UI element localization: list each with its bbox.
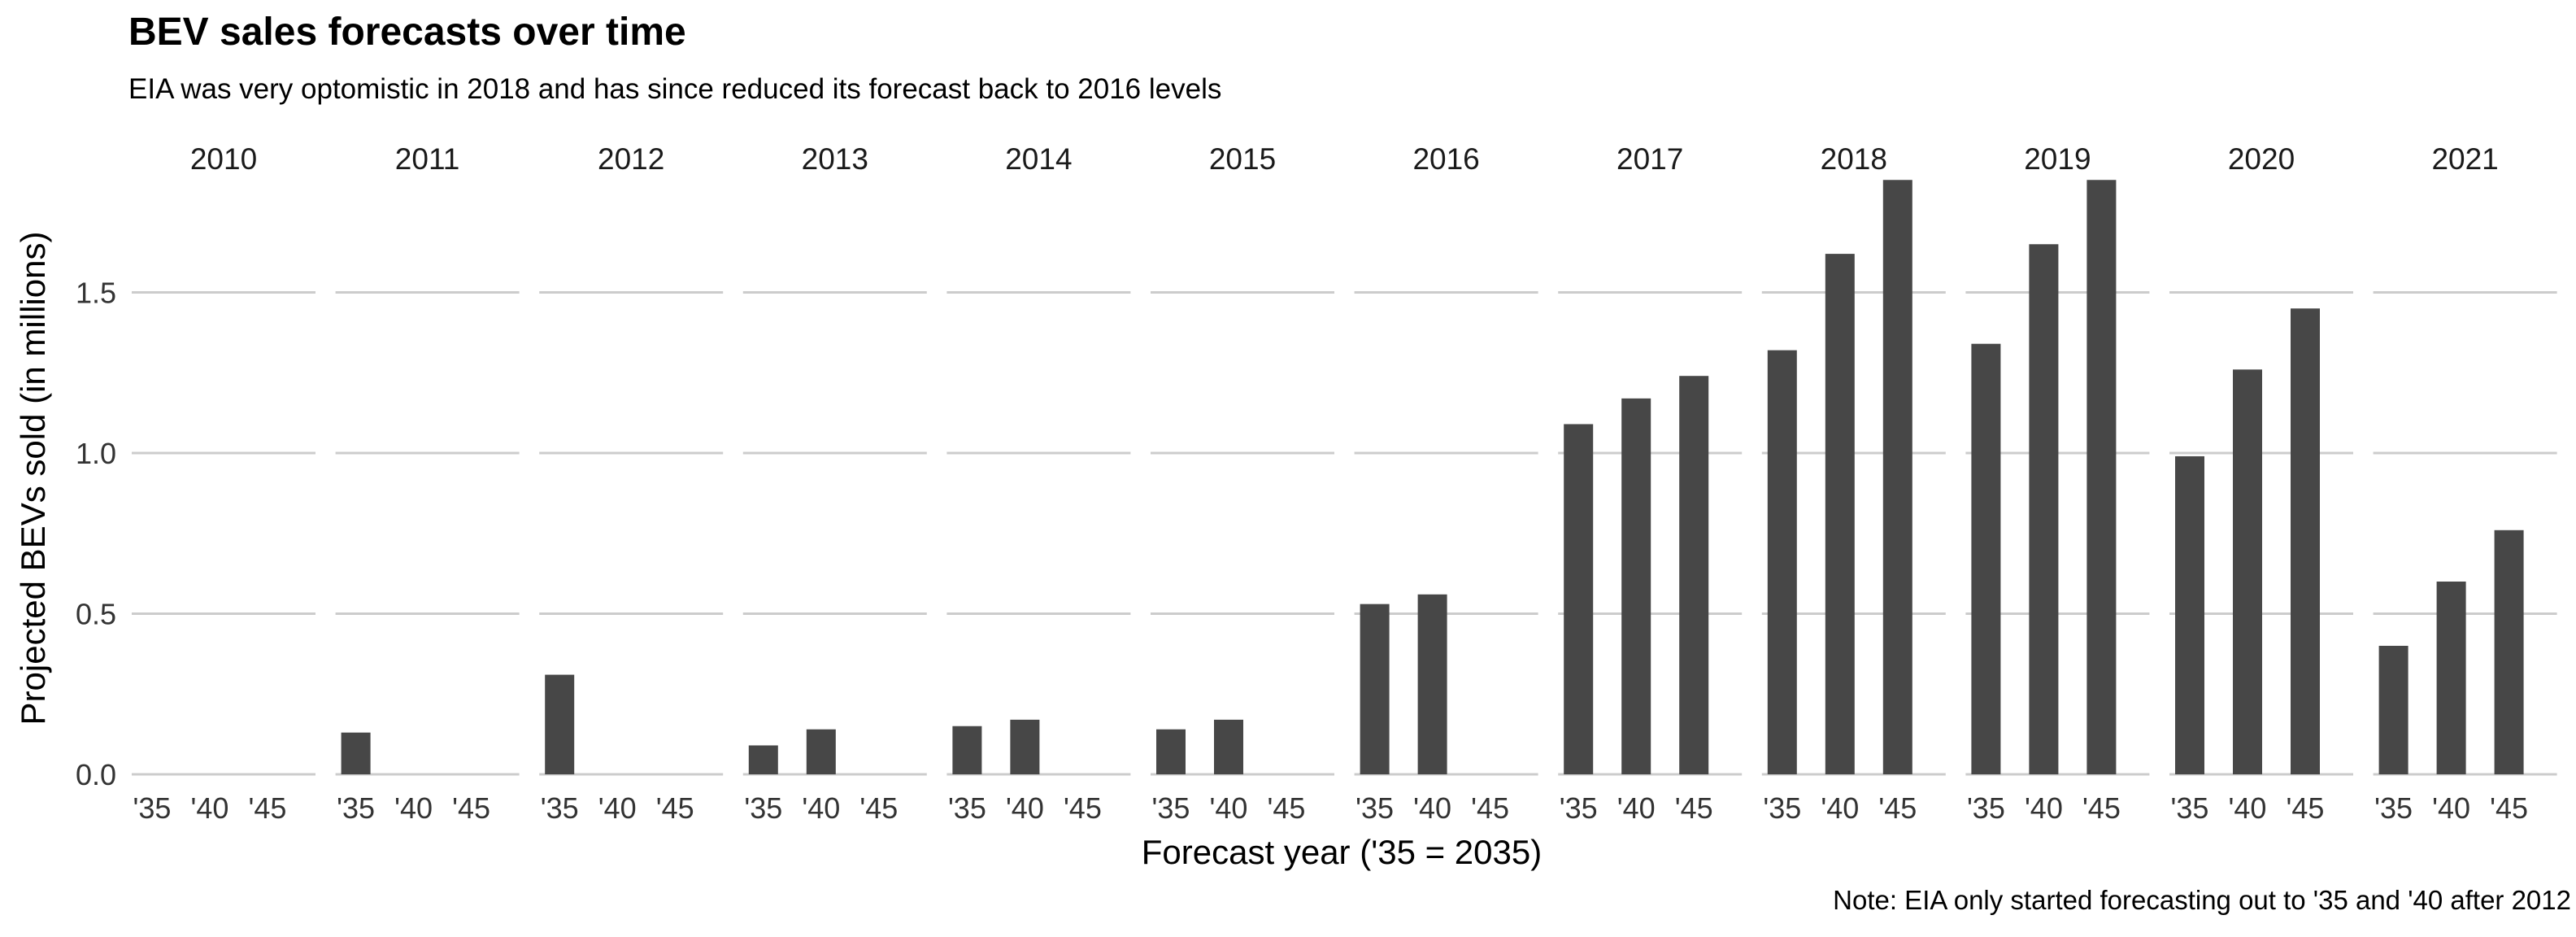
labels: 0.0 0.5 1.0 1.5 2010 '35 '40 '45 2011 '35 '40 '45 20… xyxy=(76,142,2528,825)
x-tick-label: '35 xyxy=(2374,791,2413,825)
x-tick-label: '40 xyxy=(802,791,840,825)
y-tick-label: 1.0 xyxy=(76,437,116,470)
x-tick-label: '35 xyxy=(541,791,579,825)
bar xyxy=(952,726,982,774)
x-tick-label: '40 xyxy=(1821,791,1859,825)
bar xyxy=(1417,594,1447,774)
x-tick-label: '45 xyxy=(1064,791,1102,825)
bar xyxy=(748,745,778,774)
x-tick-label: '40 xyxy=(2229,791,2267,825)
chart-caption: Note: EIA only started forecasting out t… xyxy=(1833,885,2571,915)
x-tick-label: '45 xyxy=(1878,791,1917,825)
bar xyxy=(2291,308,2320,774)
panel-label: 2013 xyxy=(802,142,868,176)
x-tick-label: '40 xyxy=(2432,791,2470,825)
panel-label: 2014 xyxy=(1005,142,1072,176)
y-tick-label: 0.0 xyxy=(76,758,116,791)
bar xyxy=(1971,343,2001,774)
bar xyxy=(806,729,836,774)
bar xyxy=(1564,424,1594,774)
bar xyxy=(545,674,575,774)
bar xyxy=(1360,604,1390,774)
panel-label: 2021 xyxy=(2431,142,2498,176)
panel-label: 2018 xyxy=(1821,142,1887,176)
bar xyxy=(2086,180,2117,774)
bar xyxy=(2378,646,2408,774)
x-tick-label: '40 xyxy=(1413,791,1451,825)
bar xyxy=(1156,729,1186,774)
chart-title: BEV sales forecasts over time xyxy=(128,11,686,54)
x-tick-label: '35 xyxy=(2171,791,2209,825)
x-tick-label: '40 xyxy=(394,791,433,825)
bar xyxy=(2029,244,2059,774)
x-tick-label: '45 xyxy=(2082,791,2121,825)
x-tick-label: '40 xyxy=(1617,791,1656,825)
bar xyxy=(2175,455,2204,774)
x-tick-label: '45 xyxy=(2287,791,2325,825)
y-tick-label: 1.5 xyxy=(76,277,116,310)
panel-label: 2019 xyxy=(2024,142,2091,176)
bar xyxy=(2494,530,2524,774)
bar xyxy=(1010,719,1040,774)
panel-label: 2011 xyxy=(395,142,460,176)
bar xyxy=(2436,582,2466,774)
bar xyxy=(1679,376,1709,774)
x-tick-label: '45 xyxy=(249,791,287,825)
x-tick-label: '40 xyxy=(1210,791,1248,825)
x-tick-label: '45 xyxy=(2490,791,2528,825)
x-tick-label: '35 xyxy=(1355,791,1394,825)
panel-label: 2015 xyxy=(1209,142,1276,176)
panel-label: 2016 xyxy=(1412,142,1479,176)
bar xyxy=(1621,398,1651,774)
x-tick-label: '35 xyxy=(948,791,986,825)
x-tick-label: '45 xyxy=(1268,791,1306,825)
x-tick-label: '45 xyxy=(452,791,490,825)
x-tick-label: '45 xyxy=(656,791,694,825)
y-axis-title: Projected BEVs sold (in millions) xyxy=(14,232,52,726)
x-tick-label: '35 xyxy=(1560,791,1598,825)
x-tick-label: '35 xyxy=(133,791,172,825)
bar xyxy=(1214,719,1243,774)
x-tick-label: '40 xyxy=(191,791,229,825)
x-tick-label: '45 xyxy=(1471,791,1509,825)
x-tick-label: '45 xyxy=(1675,791,1713,825)
x-tick-label: '35 xyxy=(744,791,782,825)
x-tick-label: '35 xyxy=(1152,791,1190,825)
bar xyxy=(1882,180,1912,774)
bar xyxy=(341,732,371,774)
x-tick-label: '40 xyxy=(2025,791,2063,825)
x-tick-label: '45 xyxy=(859,791,898,825)
bar xyxy=(1825,254,1855,775)
chart-subtitle: EIA was very optomistic in 2018 and has … xyxy=(128,73,1222,105)
panel-label: 2017 xyxy=(1617,142,1683,176)
bar xyxy=(1767,350,1797,775)
x-tick-label: '35 xyxy=(1763,791,1801,825)
x-tick-label: '40 xyxy=(598,791,637,825)
panel-label: 2020 xyxy=(2228,142,2295,176)
panel-label: 2010 xyxy=(190,142,257,176)
x-tick-label: '40 xyxy=(1006,791,1044,825)
y-tick-label: 0.5 xyxy=(76,598,116,631)
bar xyxy=(2233,369,2262,774)
x-tick-label: '35 xyxy=(1967,791,2005,825)
x-tick-label: '35 xyxy=(337,791,375,825)
x-axis-title: Forecast year ('35 = 2035) xyxy=(1142,833,1542,871)
bars xyxy=(341,180,2524,775)
panel-label: 2012 xyxy=(598,142,664,176)
